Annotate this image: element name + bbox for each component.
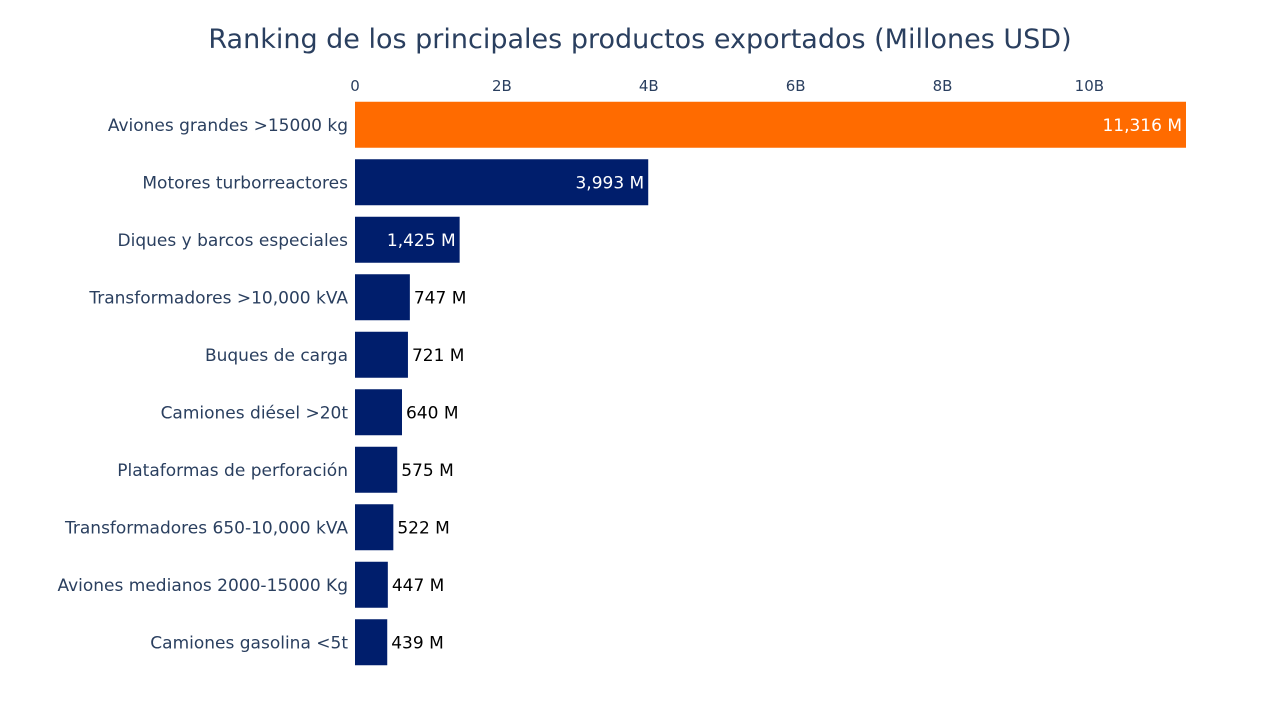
value-label: 575 M xyxy=(401,461,454,481)
value-label: 747 M xyxy=(414,288,467,308)
x-tick-label: 6B xyxy=(786,77,806,95)
category-label: Camiones diésel >20t xyxy=(161,403,349,423)
bar xyxy=(355,561,388,608)
value-label: 11,316 M xyxy=(1102,116,1182,136)
value-labels: 11,316 M 3,993 M 1,425 M 747 M 721 M 640 M 575… xyxy=(387,116,1182,654)
category-label: Transformadores >10,000 kVA xyxy=(88,288,348,308)
category-label: Aviones medianos 2000-15000 Kg xyxy=(57,576,348,596)
category-labels: Aviones grandes >15000 kg Motores turborr… xyxy=(57,116,348,654)
bars xyxy=(355,101,1186,666)
chart-title: Ranking de los principales productos exp… xyxy=(208,24,1071,55)
bar xyxy=(355,274,410,321)
value-label: 3,993 M xyxy=(575,173,644,193)
value-label: 522 M xyxy=(397,518,450,538)
bar xyxy=(355,331,408,378)
value-label: 447 M xyxy=(392,576,445,596)
bar xyxy=(355,101,1186,148)
bar xyxy=(355,159,649,206)
value-label: 721 M xyxy=(412,346,465,366)
x-tick-label: 10B xyxy=(1075,77,1104,95)
x-axis-ticks: 0 2B 4B 6B 8B 10B xyxy=(350,77,1104,95)
x-tick-label: 4B xyxy=(639,77,659,95)
category-label: Buques de carga xyxy=(205,346,348,366)
category-label: Camiones gasolina <5t xyxy=(150,633,348,653)
category-label: Motores turborreactores xyxy=(142,173,348,193)
bar xyxy=(355,504,394,551)
bar xyxy=(355,216,460,263)
x-tick-label: 2B xyxy=(492,77,512,95)
bar xyxy=(355,446,398,493)
category-label: Transformadores 650-10,000 kVA xyxy=(64,518,348,538)
value-label: 439 M xyxy=(391,633,444,653)
value-label: 1,425 M xyxy=(387,231,456,251)
category-label: Diques y barcos especiales xyxy=(118,231,349,251)
category-label: Plataformas de perforación xyxy=(117,461,348,481)
category-label: Aviones grandes >15000 kg xyxy=(108,116,348,136)
x-tick-label: 8B xyxy=(933,77,953,95)
x-tick-label: 0 xyxy=(350,77,360,95)
bar xyxy=(355,389,402,436)
bar xyxy=(355,619,388,666)
value-label: 640 M xyxy=(406,403,459,423)
